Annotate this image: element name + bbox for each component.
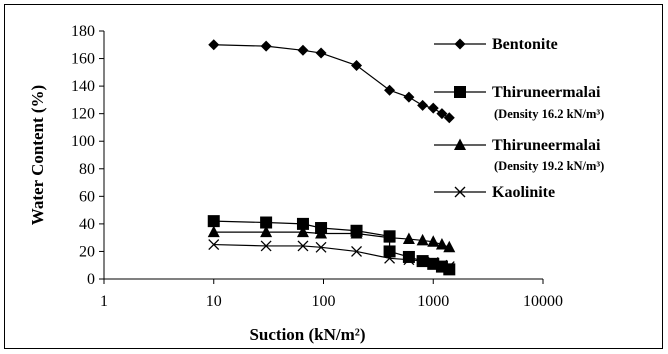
series-4 <box>208 239 455 273</box>
legend-label: Bentonite <box>492 36 558 53</box>
legend-marker <box>454 186 466 198</box>
y-tick-label: 120 <box>71 106 95 123</box>
data-point <box>403 91 415 103</box>
data-point <box>315 47 327 59</box>
x-axis-title: Suction (kN/m²) <box>249 325 365 344</box>
series-3 <box>207 225 456 253</box>
series-1 <box>208 39 455 124</box>
chart-frame <box>4 4 663 349</box>
data-point <box>260 225 273 238</box>
data-point <box>427 235 440 247</box>
data-point <box>297 240 309 252</box>
x-ticks: 1 10 100 1000 10000 <box>100 279 563 310</box>
data-point <box>383 245 396 258</box>
data-point <box>443 263 456 276</box>
x-tick-label: 1 <box>100 293 108 310</box>
series-group <box>207 39 456 276</box>
data-point <box>297 44 309 56</box>
data-point <box>208 39 220 51</box>
data-point <box>296 217 309 230</box>
data-point <box>315 227 328 239</box>
legend-label: Thiruneermalai <box>492 137 601 154</box>
data-point <box>403 254 415 266</box>
legend-sublabel: (Density 16.2 kN/m³) <box>494 107 604 121</box>
data-point <box>260 240 272 252</box>
series-line <box>213 44 450 119</box>
data-point <box>443 112 455 124</box>
x-tick-label: 100 <box>312 293 336 310</box>
data-point <box>260 216 273 229</box>
data-point <box>417 255 429 267</box>
y-tick-label: 60 <box>79 188 95 205</box>
y-tick-label: 140 <box>71 78 95 95</box>
y-tick-label: 80 <box>79 161 95 178</box>
x-tick-label: 1000 <box>417 293 449 310</box>
data-point <box>384 84 396 96</box>
data-point <box>443 261 455 273</box>
y-tick-label: 160 <box>71 51 95 68</box>
data-point <box>350 227 363 239</box>
data-point <box>208 239 220 251</box>
legend-item: Bentonite <box>434 36 558 53</box>
data-point <box>427 102 439 114</box>
data-point <box>417 99 429 111</box>
y-tick-label: 40 <box>79 216 95 233</box>
x-tick-label: 10 <box>206 293 222 310</box>
data-point <box>260 40 272 52</box>
data-point <box>296 225 309 238</box>
legend-item: Kaolinite <box>434 184 555 201</box>
y-tick-label: 0 <box>87 271 95 288</box>
data-point <box>436 108 448 120</box>
data-point <box>416 233 429 246</box>
legend-label: Thiruneermalai <box>492 84 601 101</box>
data-point <box>207 215 220 228</box>
legend-marker <box>454 138 466 150</box>
axes <box>103 31 543 280</box>
data-point <box>383 231 396 243</box>
y-axis-title: Water Content (%) <box>28 85 47 225</box>
legend: Bentonite Thiruneermalai (Density 16.2 kN/… <box>434 36 604 201</box>
data-point <box>402 232 415 245</box>
legend-sublabel: (Density 19.2 kN/m³) <box>494 159 604 173</box>
data-point <box>315 241 327 253</box>
y-tick-label: 180 <box>71 23 95 40</box>
y-tick-label: 20 <box>79 243 95 260</box>
legend-marker <box>454 38 466 50</box>
data-point <box>435 238 448 250</box>
legend-item: Thiruneermalai (Density 16.2 kN/m³) <box>434 84 604 121</box>
legend-marker <box>454 86 466 98</box>
data-point <box>351 245 362 257</box>
data-point <box>443 240 456 253</box>
data-point <box>351 59 363 71</box>
data-point <box>427 257 439 268</box>
legend-label: Kaolinite <box>492 184 555 201</box>
y-tick-label: 100 <box>71 133 95 150</box>
x-tick-label: 10000 <box>523 293 563 310</box>
data-point <box>384 252 396 264</box>
data-point <box>207 225 220 238</box>
y-ticks: 0 20 40 60 80 100 120 140 160 180 <box>71 23 104 288</box>
data-point <box>402 250 415 263</box>
legend-item: Thiruneermalai (Density 19.2 kN/m³) <box>434 137 604 173</box>
